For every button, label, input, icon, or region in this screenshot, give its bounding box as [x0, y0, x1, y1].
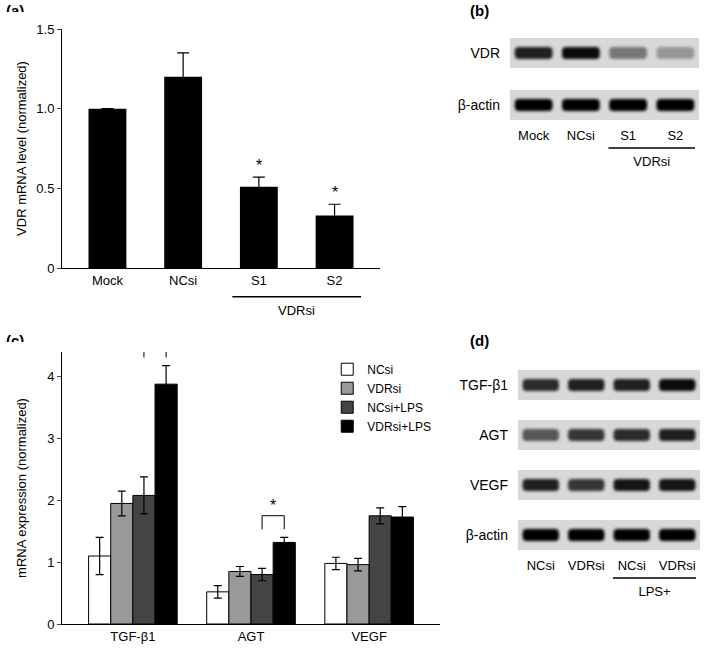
svg-text:AGT: AGT [238, 629, 265, 644]
svg-text:*: * [270, 497, 276, 514]
svg-text:VDRsi: VDRsi [633, 154, 670, 169]
svg-text:0: 0 [47, 261, 54, 276]
svg-text:NCsi: NCsi [567, 128, 595, 143]
svg-text:0.5: 0.5 [36, 181, 54, 196]
svg-text:NCsi: NCsi [367, 363, 393, 377]
svg-text:NCsi: NCsi [169, 273, 197, 288]
svg-text:S2: S2 [667, 128, 683, 143]
svg-text:NCsi+LPS: NCsi+LPS [367, 401, 423, 415]
svg-text:AGT: AGT [479, 427, 508, 443]
svg-text:3: 3 [47, 431, 54, 446]
svg-text:β-actin: β-actin [466, 527, 508, 543]
svg-text:Mock: Mock [518, 128, 550, 143]
svg-text:TGF-β1: TGF-β1 [460, 377, 509, 393]
svg-text:VEGF: VEGF [470, 477, 508, 493]
svg-text:S2: S2 [327, 273, 343, 288]
svg-text:VDRsi: VDRsi [659, 558, 696, 573]
html-text:(d): (d) [470, 332, 490, 349]
svg-text:0: 0 [47, 617, 54, 632]
html-text:(a): (a) [6, 2, 25, 19]
svg-text:VDR mRNA level (normalized): VDR mRNA level (normalized) [14, 61, 29, 236]
svg-text:NCsi: NCsi [618, 558, 646, 573]
svg-text:VDRsi+LPS: VDRsi+LPS [367, 420, 431, 434]
svg-text:VDR: VDR [470, 45, 500, 61]
svg-text:1.5: 1.5 [36, 22, 54, 37]
html-text:(b): (b) [470, 2, 490, 19]
svg-text:LPS+: LPS+ [638, 584, 670, 599]
svg-text:β-actin: β-actin [458, 97, 500, 113]
svg-text:NCsi: NCsi [527, 558, 555, 573]
svg-text:2: 2 [47, 493, 54, 508]
html-text:(c): (c) [6, 332, 25, 349]
svg-text:VDRsi: VDRsi [568, 558, 605, 573]
svg-text:S1: S1 [620, 128, 636, 143]
svg-text:S1: S1 [251, 273, 267, 288]
svg-text:1: 1 [47, 555, 54, 570]
svg-text:1.0: 1.0 [36, 101, 54, 116]
svg-text:VEGF: VEGF [351, 629, 386, 644]
svg-text:mRNA expression (normalized): mRNA expression (normalized) [14, 398, 29, 578]
svg-text:*: * [256, 157, 262, 174]
svg-text:VDRsi: VDRsi [367, 382, 401, 396]
svg-text:VDRsi: VDRsi [278, 303, 315, 318]
svg-text:Mock: Mock [92, 273, 124, 288]
svg-text:*: * [332, 184, 338, 201]
svg-text:4: 4 [47, 369, 54, 384]
svg-text:TGF-β1: TGF-β1 [110, 629, 155, 644]
